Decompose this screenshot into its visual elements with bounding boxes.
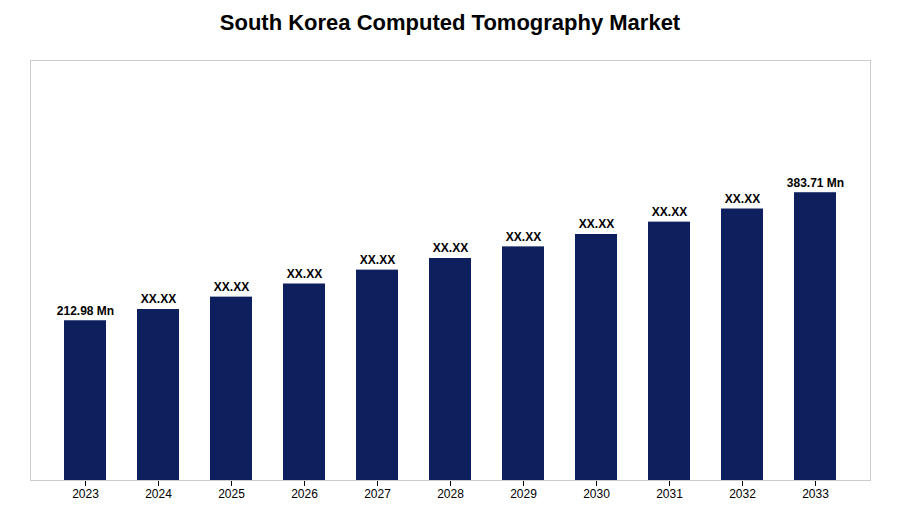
svg-text:2025: 2025 xyxy=(218,487,245,501)
svg-text:2033: 2033 xyxy=(802,487,829,501)
svg-text:212.98 Mn: 212.98 Mn xyxy=(57,304,114,318)
svg-text:XX.XX: XX.XX xyxy=(725,192,760,206)
svg-text:2030: 2030 xyxy=(583,487,610,501)
svg-text:XX.XX: XX.XX xyxy=(433,241,468,255)
svg-text:XX.XX: XX.XX xyxy=(360,253,395,267)
svg-text:XX.XX: XX.XX xyxy=(214,280,249,294)
svg-text:XX.XX: XX.XX xyxy=(141,292,176,306)
svg-text:2028: 2028 xyxy=(437,487,464,501)
svg-text:2024: 2024 xyxy=(145,487,172,501)
svg-text:2032: 2032 xyxy=(729,487,756,501)
svg-text:XX.XX: XX.XX xyxy=(652,205,687,219)
svg-text:2026: 2026 xyxy=(291,487,318,501)
svg-text:383.71 Mn: 383.71 Mn xyxy=(787,176,844,190)
svg-text:XX.XX: XX.XX xyxy=(287,267,322,281)
svg-text:XX.XX: XX.XX xyxy=(579,217,614,231)
svg-text:2023: 2023 xyxy=(72,487,99,501)
svg-text:2031: 2031 xyxy=(656,487,683,501)
svg-text:XX.XX: XX.XX xyxy=(506,230,541,244)
svg-text:2027: 2027 xyxy=(364,487,391,501)
svg-text:2029: 2029 xyxy=(510,487,537,501)
html-text:South Korea Computed Tomograph: South Korea Computed Tomography Market xyxy=(219,10,681,35)
